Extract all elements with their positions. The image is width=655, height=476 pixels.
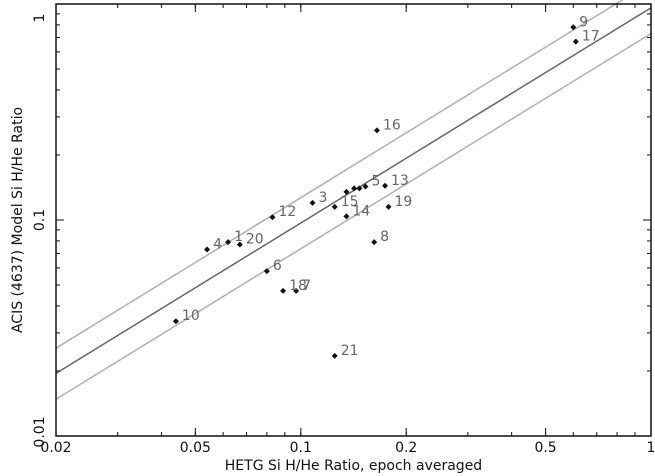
data-point xyxy=(362,183,369,190)
data-point xyxy=(570,24,577,31)
point-label: 12 xyxy=(278,204,296,220)
data-point xyxy=(331,352,338,359)
data-point xyxy=(371,239,378,246)
point-label: 18 xyxy=(289,278,307,294)
data-point xyxy=(382,182,389,189)
x-axis-ticks: 0.02 0.05 0.1 0.2 0.5 1 xyxy=(40,4,655,456)
data-point xyxy=(204,246,211,253)
point-label: 16 xyxy=(383,117,401,133)
data-point xyxy=(280,287,287,294)
data-point xyxy=(572,38,579,45)
point-label: 4 xyxy=(213,237,222,253)
x-tick-label: 0.02 xyxy=(40,440,71,456)
point-label: 20 xyxy=(246,232,264,248)
data-points xyxy=(172,24,579,359)
x-tick-label: 0.05 xyxy=(180,440,211,456)
data-point xyxy=(225,239,232,246)
y-axis-ticks: 0.01 0.1 1 xyxy=(32,3,651,448)
x-tick-label: 0.1 xyxy=(290,440,312,456)
data-point xyxy=(172,318,179,325)
point-label: 10 xyxy=(182,308,200,324)
point-label: 9 xyxy=(579,14,588,30)
reference-line-lower xyxy=(55,32,652,400)
data-point xyxy=(293,287,300,294)
y-tick-label: 0.01 xyxy=(32,416,48,447)
x-axis-title: HETG Si H/He Ratio, epoch averaged xyxy=(225,458,482,474)
data-point xyxy=(373,127,380,134)
point-label: 19 xyxy=(394,194,412,210)
data-point xyxy=(351,185,358,192)
data-point xyxy=(263,268,270,275)
point-label: 3 xyxy=(318,190,327,206)
x-tick-label: 0.5 xyxy=(534,440,556,456)
point-label: 14 xyxy=(352,203,370,219)
y-tick-label: 1 xyxy=(32,14,48,23)
data-point xyxy=(343,213,350,220)
y-tick-label: 0.1 xyxy=(32,209,48,231)
point-label: 6 xyxy=(273,258,282,274)
point-label: 7 xyxy=(302,278,311,294)
point-label: 17 xyxy=(582,29,600,45)
point-label: 8 xyxy=(380,229,389,245)
x-tick-label: 0.2 xyxy=(395,440,417,456)
data-point xyxy=(331,203,338,210)
point-label: 5 xyxy=(371,173,380,189)
point-label: 1 xyxy=(234,229,243,245)
x-tick-label: 1 xyxy=(647,440,655,456)
point-label: 13 xyxy=(391,173,409,189)
y-axis-title: ACIS (4637) Model Si H/He Ratio xyxy=(10,107,26,333)
data-point xyxy=(309,199,316,206)
data-point xyxy=(236,241,243,248)
reference-line-upper xyxy=(55,0,624,349)
data-point xyxy=(343,188,350,195)
data-point xyxy=(356,185,363,192)
data-point xyxy=(385,203,392,210)
point-label: 15 xyxy=(341,194,359,210)
point-label: 21 xyxy=(341,343,359,359)
data-point xyxy=(269,214,276,221)
